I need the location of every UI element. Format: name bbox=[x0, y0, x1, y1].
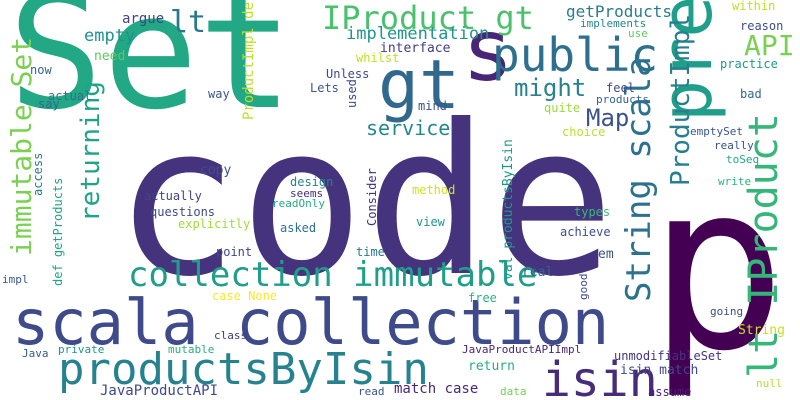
word-isin: isin bbox=[542, 352, 658, 400]
word-access: access bbox=[31, 152, 45, 196]
word-design: design bbox=[290, 175, 334, 189]
word-impl: impl bbox=[2, 273, 29, 286]
word-choice: choice bbox=[562, 125, 606, 139]
word-em: em bbox=[598, 247, 614, 262]
word-way: way bbox=[208, 87, 230, 101]
word-data: data bbox=[500, 385, 527, 398]
word-unmodifiableset: unmodifiableSet bbox=[614, 349, 723, 363]
word-now: now bbox=[30, 63, 52, 77]
word-achieve: achieve bbox=[560, 225, 611, 239]
word-going: going bbox=[710, 305, 744, 318]
word-bad: bad bbox=[740, 87, 762, 101]
word-write: write bbox=[718, 175, 752, 188]
word-api: API bbox=[744, 29, 795, 62]
word-emptyset: emptySet bbox=[690, 125, 743, 138]
word-match-case: match case bbox=[394, 381, 479, 397]
word-readonly: readOnly bbox=[272, 197, 325, 210]
word-getproducts: getProducts bbox=[566, 2, 672, 21]
word-actual: actual bbox=[48, 89, 92, 103]
word-used: used bbox=[345, 79, 359, 108]
word-set: Set bbox=[8, 0, 294, 145]
word-really: really bbox=[714, 139, 754, 152]
word-argue: argue bbox=[122, 11, 165, 27]
word-class: class bbox=[214, 329, 248, 342]
word-iproduct-gt: IProduct gt bbox=[322, 0, 534, 37]
word-time: time bbox=[356, 245, 385, 259]
word-public: public bbox=[492, 28, 659, 82]
word-mind: mind bbox=[418, 99, 447, 113]
word-actually: actually bbox=[144, 189, 202, 203]
word-view: view bbox=[416, 215, 445, 229]
word-productimpl: ProductImpl bbox=[666, 13, 696, 186]
word-javaproductapi: JavaProductAPI bbox=[100, 383, 219, 399]
word-reason: reason bbox=[740, 19, 784, 33]
word-unless: Unless bbox=[326, 67, 370, 81]
word-whilst: whilst bbox=[356, 51, 400, 65]
word-gt-large: gt bbox=[378, 46, 460, 125]
word-need: need bbox=[94, 49, 126, 64]
word-questions: questions bbox=[150, 205, 216, 219]
word-val-productsbyisin: val productsByIsin bbox=[501, 139, 516, 280]
word-feel: feel bbox=[606, 81, 635, 95]
word-lt-small: lt bbox=[170, 5, 207, 40]
word-productsbyisin: productsByIsin bbox=[58, 344, 429, 395]
word-javaproductapiimpl: JavaProductAPIImpl bbox=[462, 343, 582, 356]
word-read: read bbox=[358, 385, 385, 398]
word-productimpl-def: ProductImpl def bbox=[241, 0, 257, 120]
word-private: private bbox=[58, 343, 105, 356]
word-asked: asked bbox=[280, 221, 317, 235]
word-isin-match: isin match bbox=[620, 363, 699, 378]
word-method: method bbox=[412, 183, 456, 197]
word-point: point bbox=[216, 245, 253, 259]
word-explicitly: explicitly bbox=[178, 217, 251, 231]
word-implementation: implementation bbox=[346, 24, 490, 44]
word-string: String bbox=[738, 323, 785, 338]
word-free: free bbox=[468, 291, 497, 305]
word-copy: copy bbox=[200, 163, 232, 178]
word-p: p bbox=[648, 135, 787, 400]
word-def-getproducts: def getProducts bbox=[51, 177, 65, 286]
word-empty: empty bbox=[84, 26, 136, 46]
word-code: code bbox=[114, 81, 615, 323]
word-java: Java bbox=[22, 347, 49, 360]
word-s: s bbox=[462, 1, 514, 101]
word-use: use bbox=[628, 27, 648, 40]
word-assume: assume bbox=[648, 385, 692, 399]
word-toseq: toSeq bbox=[726, 153, 760, 166]
word-implements: implements bbox=[580, 17, 647, 30]
word-service: service bbox=[366, 116, 451, 140]
word-mutable: mutable bbox=[168, 343, 215, 356]
word-seems: seems bbox=[290, 187, 324, 200]
word-practice: practice bbox=[720, 57, 778, 71]
word-return: return bbox=[468, 359, 515, 374]
word-say: say bbox=[38, 97, 60, 111]
word-types: types bbox=[574, 205, 611, 219]
word-map: Map bbox=[586, 104, 630, 132]
word-products: products bbox=[596, 93, 649, 106]
word-null: null bbox=[756, 377, 783, 390]
word-collection-immutable: collection immutable bbox=[128, 255, 538, 295]
word-scala-collection: scala collection bbox=[12, 286, 610, 359]
word-lets: Lets bbox=[310, 81, 339, 95]
word-within: within bbox=[732, 0, 776, 13]
word-quite: quite bbox=[544, 101, 581, 115]
word-interface: interface bbox=[380, 41, 451, 56]
word-might: might bbox=[514, 74, 587, 102]
word-consider: Consider bbox=[365, 168, 379, 226]
word-case-none: case None bbox=[212, 289, 278, 303]
word-good: good bbox=[577, 273, 590, 301]
word-real: real bbox=[522, 265, 554, 280]
